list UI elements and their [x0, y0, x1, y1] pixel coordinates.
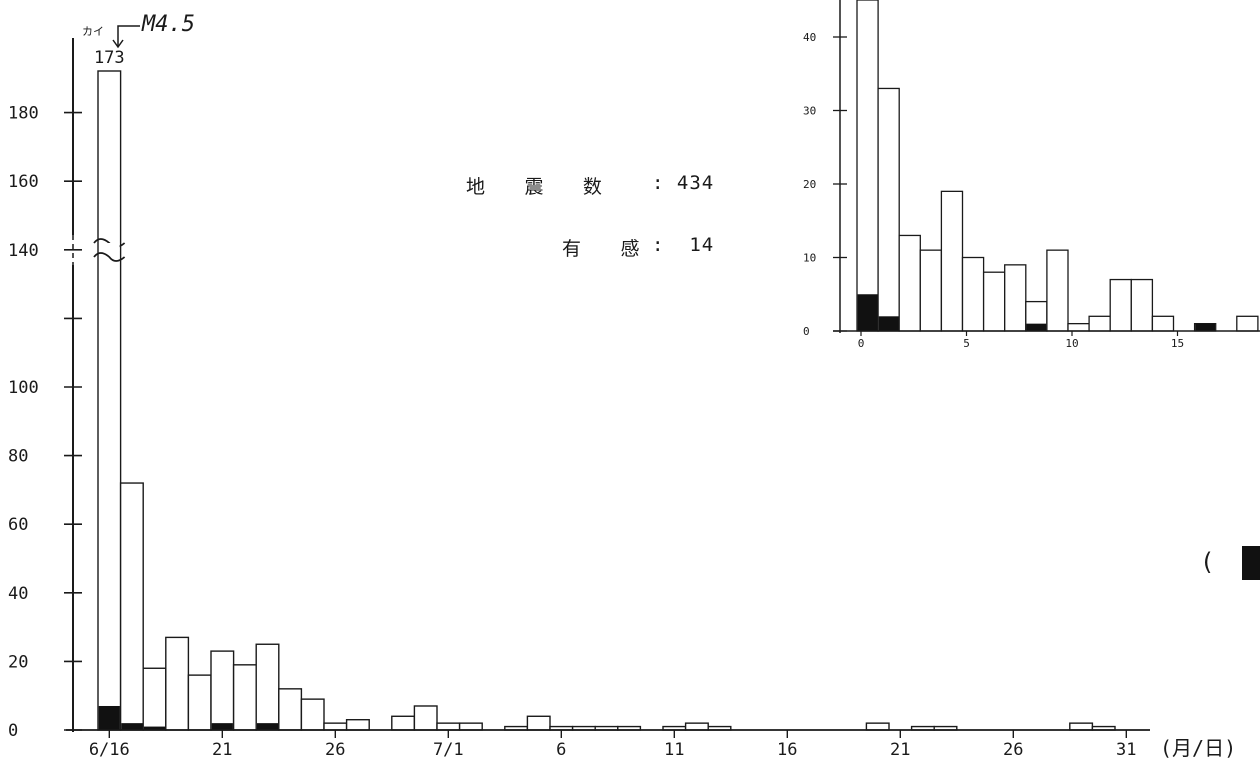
- inset-x-tick-label: 10: [1065, 337, 1078, 350]
- y-tick-label: 140: [8, 241, 39, 261]
- bar-total: [865, 722, 890, 731]
- bar-felt: [143, 726, 166, 730]
- bar-total: [345, 719, 370, 731]
- x-tick-label: 21: [890, 740, 910, 760]
- inset-bar-total: [877, 87, 900, 332]
- x-tick-label: 16: [777, 740, 797, 760]
- x-tick-label: 26: [1003, 740, 1023, 760]
- bar-total: [323, 722, 348, 731]
- axis-break-mark: [93, 252, 126, 262]
- inset-x-tick-label: 0: [858, 337, 865, 350]
- inset-bar-total: [1130, 278, 1154, 332]
- bar-total: [526, 715, 551, 731]
- bar-total: [436, 722, 461, 731]
- bar-total: [391, 715, 416, 731]
- y-tick-label: 40: [8, 584, 28, 604]
- bar-total: [97, 70, 122, 731]
- x-tick-label: 31: [1116, 740, 1136, 760]
- inset-bar-total: [1151, 315, 1175, 332]
- bar-value-label: 173: [94, 48, 125, 68]
- x-tick-label: 26: [325, 740, 345, 760]
- y-unit-label: カイ: [82, 25, 104, 38]
- annotation-arrow: [112, 39, 124, 49]
- legend-felt-swatch: [1242, 546, 1260, 580]
- inset-bar-felt: [1026, 323, 1047, 331]
- inset-bar-total: [898, 234, 921, 332]
- annotation-leader: [117, 25, 140, 46]
- bar-total: [458, 722, 483, 731]
- x-tick-label: 7/1: [433, 740, 464, 760]
- inset-y-tick-label: 20: [803, 178, 816, 191]
- x-tick-label: 6/16: [89, 740, 130, 760]
- axis-break-gap: [99, 243, 120, 251]
- earthquake-count-label: 地 震 数: [466, 176, 616, 198]
- felt-count-label: 有 感: [562, 238, 654, 260]
- bar-total: [1069, 722, 1094, 731]
- inset-x-tick-label: 15: [1171, 337, 1184, 350]
- inset-bar-total: [1109, 278, 1132, 332]
- bar-total: [300, 698, 325, 731]
- bar-total: [232, 664, 257, 731]
- y-tick-label: 80: [8, 447, 28, 467]
- inset-bar-felt: [1195, 323, 1216, 331]
- inset-bar-total: [919, 249, 943, 332]
- inset-bar-total: [961, 256, 985, 332]
- y-tick-label: 20: [8, 652, 28, 672]
- inset-bar-total: [940, 190, 964, 332]
- bar-total: [684, 722, 709, 731]
- inset-histogram: 0102030400510152: [803, 0, 1260, 350]
- bar-felt: [256, 723, 279, 730]
- y-tick-label: 0: [8, 721, 18, 741]
- y-tick-label: 60: [8, 515, 28, 535]
- inset-bar-total: [982, 271, 1006, 332]
- magnitude-annotation: M4.5: [141, 12, 195, 37]
- bar-felt: [211, 723, 233, 730]
- bar-total: [142, 667, 167, 731]
- felt-count-value: : 14: [652, 234, 715, 256]
- bar-total: [210, 650, 235, 731]
- inset-bar-total: [1236, 315, 1259, 332]
- bar-total: [187, 674, 212, 731]
- inset-bar-total: [1067, 322, 1090, 332]
- y-tick-label: 100: [8, 378, 39, 398]
- bar-total: [278, 688, 303, 731]
- bar-felt: [98, 705, 120, 730]
- bar-total: [413, 705, 438, 731]
- x-tick-label: 11: [664, 740, 684, 760]
- inset-y-tick-label: 40: [803, 31, 816, 44]
- earthquake-count-value: : 434: [652, 172, 715, 194]
- x-axis-unit-label: (月/日): [1160, 736, 1236, 760]
- legend-paren: (: [1200, 548, 1216, 576]
- bar-total: [119, 482, 144, 731]
- y-tick-label: 180: [8, 104, 39, 124]
- inset-x-tick-label: 5: [963, 337, 970, 350]
- inset-y-tick-label: 10: [803, 252, 816, 265]
- bar-total: [255, 643, 280, 731]
- x-tick-label: 6: [556, 740, 566, 760]
- bar-felt: [121, 723, 143, 730]
- inset-bar-felt: [857, 294, 878, 331]
- y-tick-label: 160: [8, 172, 39, 192]
- inset-bar-felt: [878, 316, 899, 331]
- bar-total: [165, 636, 190, 731]
- inset-y-tick-label: 0: [803, 325, 810, 338]
- inset-bar-total: [856, 0, 879, 332]
- x-tick-label: 21: [212, 740, 232, 760]
- inset-bar-total: [1046, 249, 1069, 332]
- inset-y-tick-label: 30: [803, 105, 816, 118]
- inset-bar-total: [1004, 264, 1027, 332]
- inset-bar-total: [1088, 315, 1111, 332]
